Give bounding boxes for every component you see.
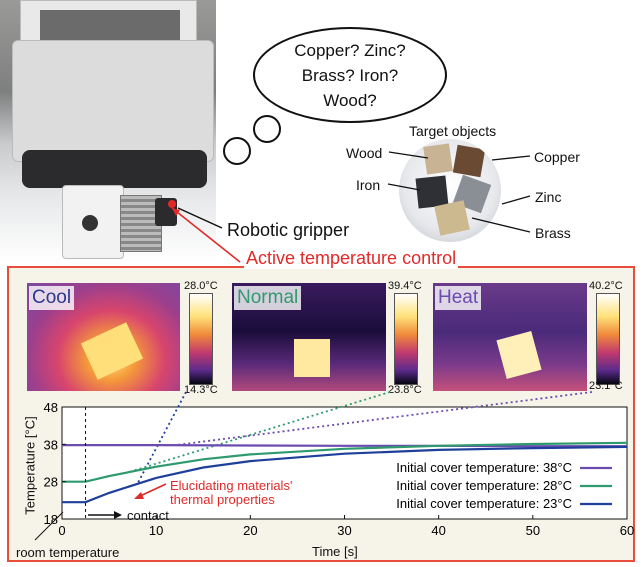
x-tick-label: 60 bbox=[620, 523, 634, 538]
gripper-cover bbox=[22, 150, 207, 188]
arrow-temperature-control-head bbox=[172, 208, 180, 216]
label-zinc: Zinc bbox=[535, 189, 562, 205]
normal-min: 23.8°C bbox=[388, 384, 422, 396]
cool-max: 28.0°C bbox=[184, 280, 218, 292]
label-brass: Brass bbox=[535, 225, 571, 241]
x-tick-label: 50 bbox=[526, 523, 540, 538]
room-temp-leader bbox=[34, 511, 64, 541]
legend: Initial cover temperature: 38°C Initial c… bbox=[396, 460, 612, 511]
legend-label-2: Initial cover temperature: 23°C bbox=[396, 496, 572, 511]
thought-text: Copper? Zinc? Brass? Iron? Wood? bbox=[294, 40, 406, 110]
series-lines bbox=[62, 441, 628, 504]
thermal-label-normal: Normal bbox=[234, 286, 302, 310]
ticks: 0 10 20 30 40 50 60 18 28 38 48 bbox=[44, 400, 635, 538]
gripper-photo bbox=[0, 0, 216, 262]
thought-bubble-medium bbox=[253, 115, 281, 143]
thought-bubble: Copper? Zinc? Brass? Iron? Wood? bbox=[253, 27, 447, 123]
x-tick-label: 30 bbox=[337, 523, 351, 538]
leader-copper bbox=[491, 155, 531, 161]
leader-iron bbox=[387, 183, 421, 191]
thermal-image-cool: Cool bbox=[27, 283, 180, 391]
heat-max: 40.2°C bbox=[589, 280, 623, 292]
y-tick-label: 18 bbox=[44, 512, 58, 527]
x-tick-label: 40 bbox=[431, 523, 445, 538]
y-tick-label: 28 bbox=[44, 475, 58, 490]
objects-title: Target objects bbox=[409, 123, 497, 139]
plot-area bbox=[61, 406, 628, 520]
gripper-body bbox=[12, 40, 214, 162]
thermal-label-heat: Heat bbox=[435, 286, 482, 310]
gripper-finger bbox=[62, 185, 124, 259]
contact-arrow bbox=[88, 511, 122, 519]
gripper-hole bbox=[82, 215, 98, 231]
series-line-1 bbox=[62, 441, 628, 483]
thermal-image-normal: Normal bbox=[232, 283, 386, 391]
thermal-image-heat: Heat bbox=[433, 283, 587, 391]
gripper-label: Robotic gripper bbox=[227, 220, 350, 240]
y-axis-label: Temperature [°C] bbox=[22, 416, 38, 515]
cool-colorbar bbox=[189, 293, 213, 385]
sensor-dot bbox=[168, 200, 176, 208]
x-tick-label: 10 bbox=[149, 523, 163, 538]
leader-zinc bbox=[501, 195, 531, 205]
leader-brass bbox=[471, 217, 531, 233]
thought-bubble-small bbox=[223, 137, 251, 165]
series-line-2 bbox=[62, 445, 628, 504]
normal-object bbox=[294, 339, 330, 377]
dotted-link-1 bbox=[127, 391, 391, 474]
normal-colorbar bbox=[394, 293, 418, 385]
normal-max: 39.4°C bbox=[388, 280, 422, 292]
cool-min: 14.3°C bbox=[184, 384, 218, 396]
x-tick-label: 20 bbox=[243, 523, 257, 538]
room-temperature-annotation: room temperature bbox=[16, 545, 120, 560]
leader-wood bbox=[388, 151, 429, 159]
legend-label-1: Initial cover temperature: 28°C bbox=[396, 478, 572, 493]
properties-arrow bbox=[134, 483, 167, 499]
heat-colorbar bbox=[596, 293, 620, 385]
contact-annotation: contact bbox=[127, 508, 169, 523]
label-wood: Wood bbox=[346, 145, 383, 161]
heat-min: 23.1°C bbox=[589, 380, 623, 392]
y-tick-label: 38 bbox=[44, 437, 58, 452]
dotted-link-2 bbox=[174, 391, 593, 447]
thermal-label-cool: Cool bbox=[29, 286, 75, 310]
control-label: Active temperature control bbox=[244, 248, 459, 269]
label-copper: Copper bbox=[534, 149, 580, 165]
leader-gripper bbox=[177, 207, 223, 229]
x-tick-label: 0 bbox=[58, 523, 65, 538]
legend-label-0: Initial cover temperature: 38°C bbox=[396, 460, 572, 475]
arrow-temperature-control bbox=[171, 207, 241, 263]
y-tick-label: 48 bbox=[44, 400, 58, 415]
x-axis-label: Time [s] bbox=[312, 544, 358, 559]
properties-annotation: Elucidating materials' thermal propertie… bbox=[170, 478, 293, 507]
series-line-0 bbox=[62, 444, 627, 448]
label-iron: Iron bbox=[356, 177, 381, 193]
